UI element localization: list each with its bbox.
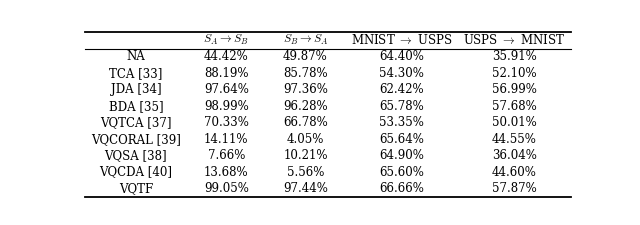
Text: 7.66%: 7.66% — [207, 149, 245, 162]
Text: JDA [34]: JDA [34] — [111, 83, 161, 96]
Text: VQCORAL [39]: VQCORAL [39] — [91, 133, 180, 146]
Text: 98.99%: 98.99% — [204, 100, 248, 113]
Text: 66.78%: 66.78% — [283, 116, 328, 129]
Text: TCA [33]: TCA [33] — [109, 67, 163, 80]
Text: 96.28%: 96.28% — [283, 100, 328, 113]
Text: USPS $\rightarrow$ MNIST: USPS $\rightarrow$ MNIST — [463, 34, 566, 47]
Text: 64.40%: 64.40% — [379, 50, 424, 63]
Text: 53.35%: 53.35% — [379, 116, 424, 129]
Text: 35.91%: 35.91% — [492, 50, 537, 63]
Text: 70.33%: 70.33% — [204, 116, 249, 129]
Text: 66.66%: 66.66% — [379, 182, 424, 195]
Text: MNIST $\rightarrow$ USPS: MNIST $\rightarrow$ USPS — [351, 34, 452, 47]
Text: 97.36%: 97.36% — [283, 83, 328, 96]
Text: 88.19%: 88.19% — [204, 67, 248, 80]
Text: 4.05%: 4.05% — [287, 133, 324, 146]
Text: 44.55%: 44.55% — [492, 133, 537, 146]
Text: 14.11%: 14.11% — [204, 133, 248, 146]
Text: 13.68%: 13.68% — [204, 166, 248, 179]
Text: 65.78%: 65.78% — [379, 100, 424, 113]
Text: 97.44%: 97.44% — [283, 182, 328, 195]
Text: 10.21%: 10.21% — [283, 149, 328, 162]
Text: 44.42%: 44.42% — [204, 50, 248, 63]
Text: 44.60%: 44.60% — [492, 166, 537, 179]
Text: 56.99%: 56.99% — [492, 83, 537, 96]
Text: 57.87%: 57.87% — [492, 182, 537, 195]
Text: 50.01%: 50.01% — [492, 116, 537, 129]
Text: 85.78%: 85.78% — [283, 67, 328, 80]
Text: NA: NA — [127, 50, 145, 63]
Text: 97.64%: 97.64% — [204, 83, 249, 96]
Text: VQSA [38]: VQSA [38] — [104, 149, 167, 162]
Text: 64.90%: 64.90% — [379, 149, 424, 162]
Text: VQTF: VQTF — [118, 182, 153, 195]
Text: VQTCA [37]: VQTCA [37] — [100, 116, 172, 129]
Text: VQCDA [40]: VQCDA [40] — [99, 166, 172, 179]
Text: 52.10%: 52.10% — [492, 67, 537, 80]
Text: BDA [35]: BDA [35] — [109, 100, 163, 113]
Text: 65.60%: 65.60% — [379, 166, 424, 179]
Text: $S_B \rightarrow S_A$: $S_B \rightarrow S_A$ — [283, 34, 328, 47]
Text: 54.30%: 54.30% — [379, 67, 424, 80]
Text: 57.68%: 57.68% — [492, 100, 537, 113]
Text: 65.64%: 65.64% — [379, 133, 424, 146]
Text: 5.56%: 5.56% — [287, 166, 324, 179]
Text: 62.42%: 62.42% — [379, 83, 424, 96]
Text: 99.05%: 99.05% — [204, 182, 249, 195]
Text: 36.04%: 36.04% — [492, 149, 537, 162]
Text: 49.87%: 49.87% — [283, 50, 328, 63]
Text: $S_A \rightarrow S_B$: $S_A \rightarrow S_B$ — [204, 34, 249, 47]
